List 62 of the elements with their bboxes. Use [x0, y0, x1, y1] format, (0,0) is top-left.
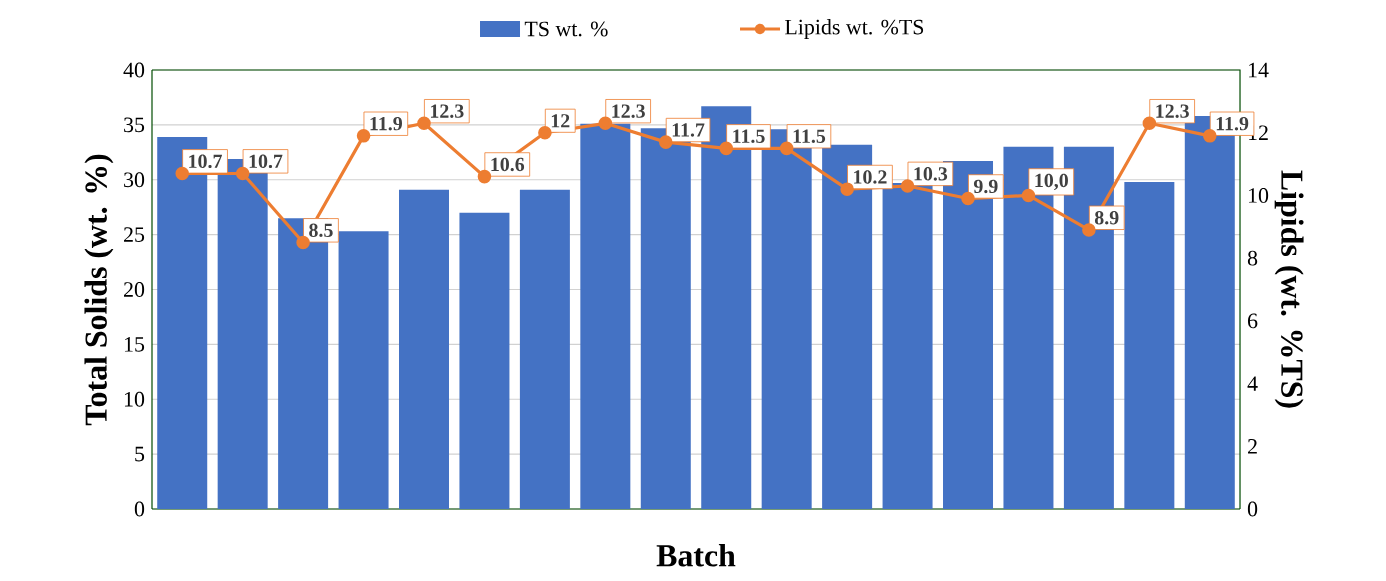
point: [1082, 223, 1096, 237]
data-label: 11.7: [672, 123, 705, 137]
point: [1021, 188, 1036, 203]
point: [961, 191, 975, 206]
data-label: 10,0: [1035, 173, 1068, 191]
y-tick-label: 15: [124, 337, 145, 352]
legend-label: Lipids wt. %TS: [785, 19, 924, 39]
y2-tick-label: 10: [1248, 188, 1269, 203]
data-label: 10.3: [914, 167, 948, 181]
y2-tick-label: 6: [1247, 313, 1258, 329]
data-label: 10.6: [491, 157, 525, 172]
y-tick-label: 20: [124, 282, 145, 297]
data-label: 10.7: [249, 154, 283, 169]
data-label: 11.5: [733, 129, 765, 144]
data-label: 11.5: [793, 129, 826, 144]
y-tick-label: 10: [124, 391, 145, 407]
data-label: 12.3: [612, 104, 645, 118]
point: [417, 116, 431, 131]
point: [538, 125, 552, 140]
point: [235, 166, 250, 181]
point: [356, 129, 371, 143]
y-tick-label: 0: [134, 501, 145, 517]
y2-axis-title: Lipids (wt. %TS): [1274, 170, 1304, 408]
data-label: 10.2: [854, 170, 887, 184]
y-tick-label: 5: [135, 446, 145, 462]
y-tick-label: 40: [123, 62, 145, 78]
y2-tick-label: 4: [1247, 376, 1258, 391]
point: [900, 179, 915, 193]
y-tick-label: 30: [124, 172, 145, 188]
data-label: 11.9: [370, 117, 402, 131]
bar: [1124, 181, 1175, 509]
y2-tick-label: 0: [1247, 501, 1258, 517]
data-label: 10.7: [189, 154, 222, 169]
y-tick-label: 25: [124, 227, 145, 242]
bar: [338, 231, 389, 509]
bar: [399, 189, 449, 509]
y-axis-title: Total Solids (wt. %): [84, 154, 114, 426]
y-tick-label: 35: [124, 117, 145, 133]
x-axis-title: Batch: [656, 544, 736, 567]
y2-tick-label: 14: [1248, 62, 1269, 78]
point: [840, 182, 854, 196]
data-label: 8.5: [309, 223, 333, 238]
data-label: 12.3: [430, 104, 464, 118]
y2-tick-label: 2: [1248, 439, 1257, 454]
legend-label: TS wt. %: [524, 21, 608, 37]
point: [719, 141, 734, 156]
bar: [459, 212, 510, 509]
point: [296, 235, 310, 250]
point: [659, 135, 673, 149]
y2-tick-label: 8: [1247, 250, 1258, 266]
point: [477, 169, 492, 184]
data-label: 12.3: [1156, 104, 1189, 118]
point: [1142, 116, 1157, 131]
point: [175, 166, 190, 181]
data-label: 8.9: [1094, 211, 1119, 225]
data-label: 9.9: [973, 179, 998, 194]
data-label: 12: [551, 114, 570, 128]
point: [1203, 129, 1217, 143]
point: [779, 141, 794, 156]
bar: [519, 189, 570, 509]
data-label: 11.9: [1216, 117, 1249, 131]
point: [598, 116, 613, 131]
